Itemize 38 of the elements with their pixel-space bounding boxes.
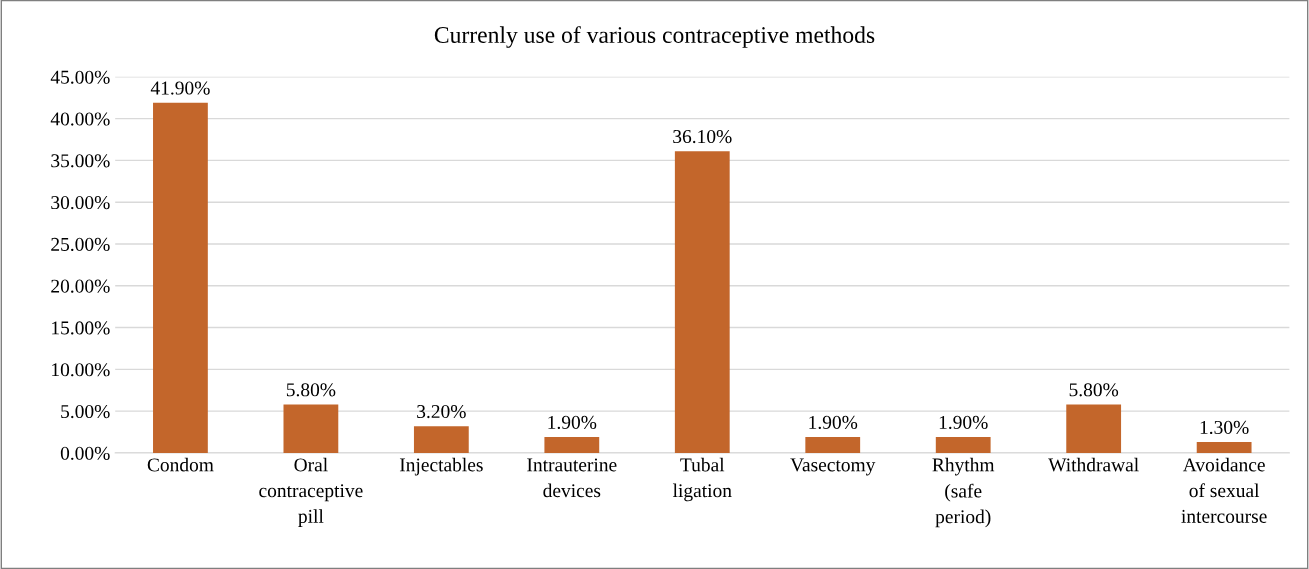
y-tick-label: 30.00% <box>51 196 110 210</box>
bar <box>544 437 600 453</box>
data-label: 3.20% <box>417 404 466 419</box>
data-label: 1.90% <box>809 415 858 430</box>
y-tick-label: 25.00% <box>51 237 110 251</box>
bar <box>1196 442 1252 453</box>
x-tick-label: Withdrawal <box>1048 457 1139 472</box>
bar <box>935 437 991 453</box>
y-tick-label: 40.00% <box>50 112 110 126</box>
x-tick-label: Oral contraceptive pill <box>259 457 363 527</box>
y-tick-label: 15.00% <box>52 321 110 335</box>
data-label: 5.80% <box>1069 383 1119 397</box>
x-tick-label: Tubal ligation <box>672 457 732 502</box>
bar <box>153 102 208 453</box>
data-label: 41.90% <box>150 81 210 95</box>
y-tick-label: 0.00% <box>60 446 110 460</box>
y-tick-label: 20.00% <box>51 279 110 293</box>
bar <box>283 404 339 453</box>
x-tick-label: Avoidance of sexual intercourse <box>1181 457 1267 523</box>
bar <box>413 426 469 453</box>
chart-title: Currenly use of various contraceptive methods <box>434 26 875 48</box>
x-tick-label: Rhythm (safe period) <box>932 457 995 528</box>
y-tick-label: 35.00% <box>51 154 110 168</box>
data-label: 36.10% <box>673 129 732 144</box>
y-tick-label: 5.00% <box>61 404 110 419</box>
bar <box>805 437 861 453</box>
x-tick-label: Intrauterine devices <box>527 458 617 498</box>
data-label: 1.90% <box>939 415 988 430</box>
data-label: 5.80% <box>286 383 336 397</box>
bar <box>1066 404 1122 453</box>
data-label: 1.90% <box>548 415 597 430</box>
data-label: 1.30% <box>1200 420 1249 435</box>
y-tick-label: 10.00% <box>52 363 110 377</box>
x-tick-label: Condom <box>147 457 214 472</box>
x-tick-label: Injectables <box>399 457 483 476</box>
x-tick-label: Vasectomy <box>790 458 876 476</box>
bar <box>674 151 730 453</box>
y-tick-label: 45.00% <box>50 70 110 84</box>
